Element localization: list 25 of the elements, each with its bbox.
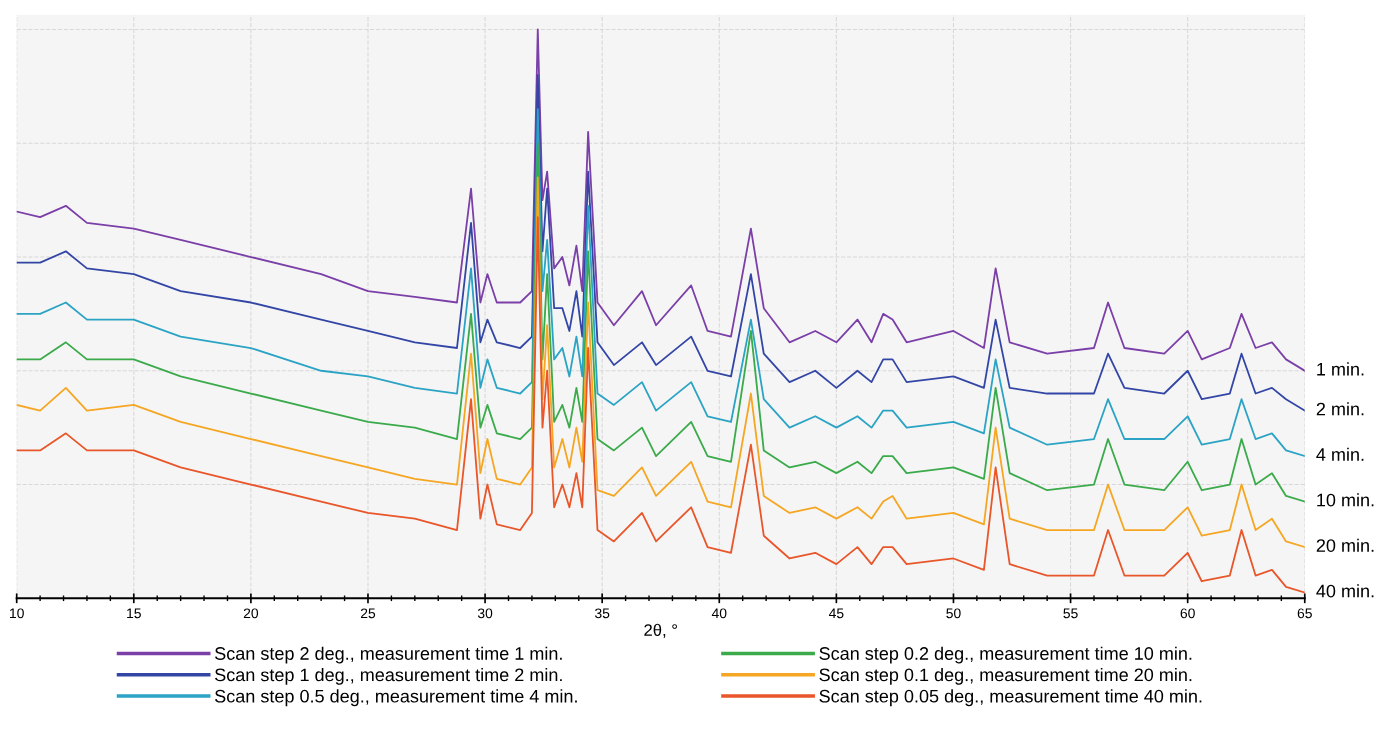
text: 20 min.: [1316, 538, 1374, 552]
x-tick-label: 15: [127, 608, 141, 619]
legend-label: Scan step 0.05 deg., measurement time 40 min.: [819, 689, 1202, 707]
x-tick-label: 40: [711, 608, 727, 619]
text: 1 min.: [1317, 362, 1364, 376]
legend-label: Scan step 1 deg., measurement time 2 min.: [215, 667, 562, 685]
x-tick-label: 10: [10, 608, 24, 619]
x-axis-title: 2θ, °: [644, 623, 677, 638]
x-tick-label: 45: [828, 608, 844, 619]
text: 4 min.: [1316, 447, 1364, 461]
text: 2 min.: [1316, 402, 1364, 416]
x-tick-label: 35: [594, 608, 610, 619]
x-tick-label: 65: [1297, 608, 1312, 619]
x-tick-label: 60: [1180, 608, 1195, 619]
x-tick-label: 20: [243, 608, 259, 619]
legend-label: Scan step 2 deg., measurement time 1 min.: [215, 646, 562, 664]
legend-label: Scan step 0.2 deg., measurement time 10 min.: [819, 646, 1192, 664]
legend-label: Scan step 0.1 deg., measurement time 20 min.: [819, 667, 1192, 685]
text: 10 min.: [1317, 493, 1374, 507]
legend-label: Scan step 0.5 deg., measurement time 4 min.: [215, 689, 577, 707]
x-tick-label: 30: [477, 608, 493, 619]
x-tick-label: 55: [1063, 608, 1078, 619]
x-tick-label: 25: [360, 608, 376, 619]
x-tick-label: 50: [946, 608, 961, 619]
text: 40 min.: [1316, 584, 1374, 598]
